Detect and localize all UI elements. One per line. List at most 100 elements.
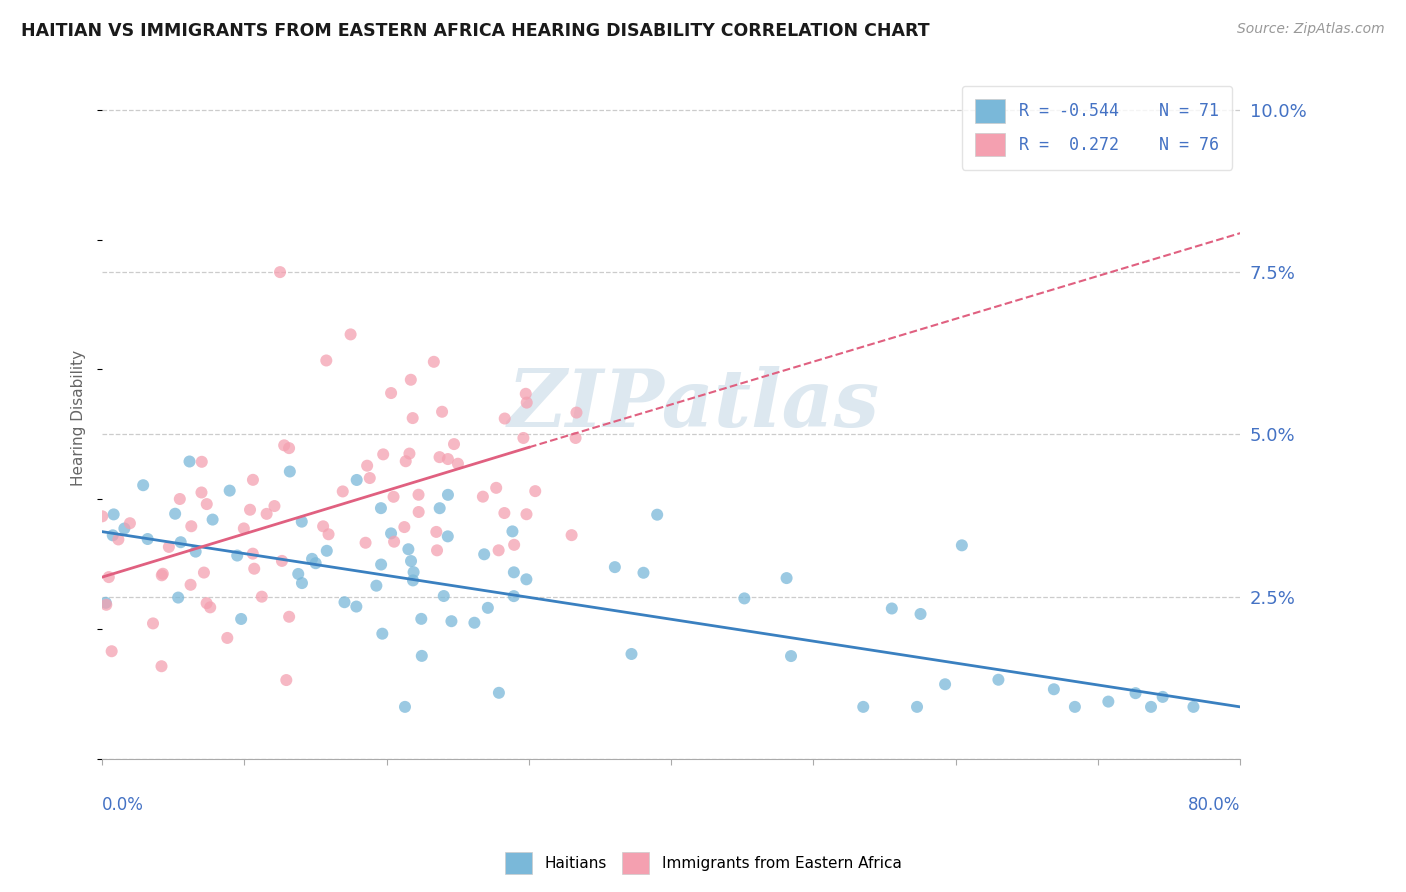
Point <box>411 612 433 626</box>
Point <box>370 501 392 516</box>
Point <box>425 524 447 539</box>
Point <box>429 450 451 464</box>
Point <box>190 485 212 500</box>
Y-axis label: Hearing Disability: Hearing Disability <box>72 350 86 486</box>
Point <box>502 566 524 580</box>
Point <box>477 600 499 615</box>
Point <box>150 659 173 673</box>
Point <box>169 491 191 506</box>
Point <box>485 481 508 495</box>
Point <box>471 490 494 504</box>
Point <box>112 521 135 535</box>
Point <box>170 535 193 549</box>
Point <box>180 578 202 592</box>
Point <box>301 552 323 566</box>
Point <box>103 508 125 522</box>
Point <box>242 473 264 487</box>
Point <box>318 527 340 541</box>
Point <box>423 355 446 369</box>
Point <box>256 507 278 521</box>
Point <box>402 574 425 588</box>
Point <box>620 647 643 661</box>
Point <box>905 699 928 714</box>
Point <box>100 644 122 658</box>
Point <box>190 455 212 469</box>
Point <box>132 478 155 492</box>
Point <box>179 454 201 468</box>
Point <box>273 438 295 452</box>
Point <box>515 572 537 586</box>
Point <box>366 579 388 593</box>
Point <box>269 265 291 279</box>
Point <box>440 614 463 628</box>
Point <box>359 471 381 485</box>
Point <box>515 508 537 522</box>
Legend: R = -0.544    N = 71, R =  0.272    N = 76: R = -0.544 N = 71, R = 0.272 N = 76 <box>962 86 1232 169</box>
Point <box>276 673 298 687</box>
Point <box>1140 699 1163 714</box>
Point <box>217 631 239 645</box>
Point <box>232 521 254 535</box>
Point <box>200 600 222 615</box>
Point <box>315 543 337 558</box>
Point <box>291 515 314 529</box>
Point <box>118 516 141 531</box>
Point <box>356 458 378 473</box>
Point <box>91 509 114 524</box>
Point <box>411 648 433 663</box>
Point <box>184 544 207 558</box>
Point <box>94 596 117 610</box>
Point <box>218 483 240 498</box>
Point <box>291 576 314 591</box>
Point <box>515 386 537 401</box>
Point <box>437 452 460 467</box>
Point <box>239 502 262 516</box>
Text: 0.0%: 0.0% <box>103 797 143 814</box>
Point <box>516 395 538 409</box>
Point <box>733 591 755 606</box>
Point <box>96 598 118 612</box>
Point <box>278 465 301 479</box>
Point <box>437 488 460 502</box>
Point <box>408 505 430 519</box>
Point <box>339 327 361 342</box>
Point <box>429 501 451 516</box>
Point <box>775 571 797 585</box>
Point <box>564 431 586 445</box>
Point <box>1064 699 1087 714</box>
Point <box>1043 682 1066 697</box>
Point <box>934 677 956 691</box>
Point <box>443 437 465 451</box>
Point <box>645 508 668 522</box>
Point <box>436 529 458 543</box>
Point <box>1182 699 1205 714</box>
Point <box>950 538 973 552</box>
Point <box>488 686 510 700</box>
Point <box>371 626 394 640</box>
Point <box>910 607 932 621</box>
Point <box>408 488 430 502</box>
Point <box>1097 695 1119 709</box>
Point <box>142 616 165 631</box>
Text: HAITIAN VS IMMIGRANTS FROM EASTERN AFRICA HEARING DISABILITY CORRELATION CHART: HAITIAN VS IMMIGRANTS FROM EASTERN AFRIC… <box>21 22 929 40</box>
Point <box>603 560 626 574</box>
Point <box>382 534 405 549</box>
Point <box>399 554 422 568</box>
Point <box>263 499 285 513</box>
Point <box>430 405 453 419</box>
Point <box>472 547 495 561</box>
Point <box>201 512 224 526</box>
Point <box>447 457 470 471</box>
Point <box>402 565 425 579</box>
Point <box>398 446 420 460</box>
Point <box>494 506 516 520</box>
Point <box>231 612 253 626</box>
Point <box>524 484 547 499</box>
Point <box>395 454 418 468</box>
Point <box>565 406 588 420</box>
Point <box>346 473 368 487</box>
Point <box>494 411 516 425</box>
Point <box>226 549 249 563</box>
Point <box>242 547 264 561</box>
Point <box>195 596 218 610</box>
